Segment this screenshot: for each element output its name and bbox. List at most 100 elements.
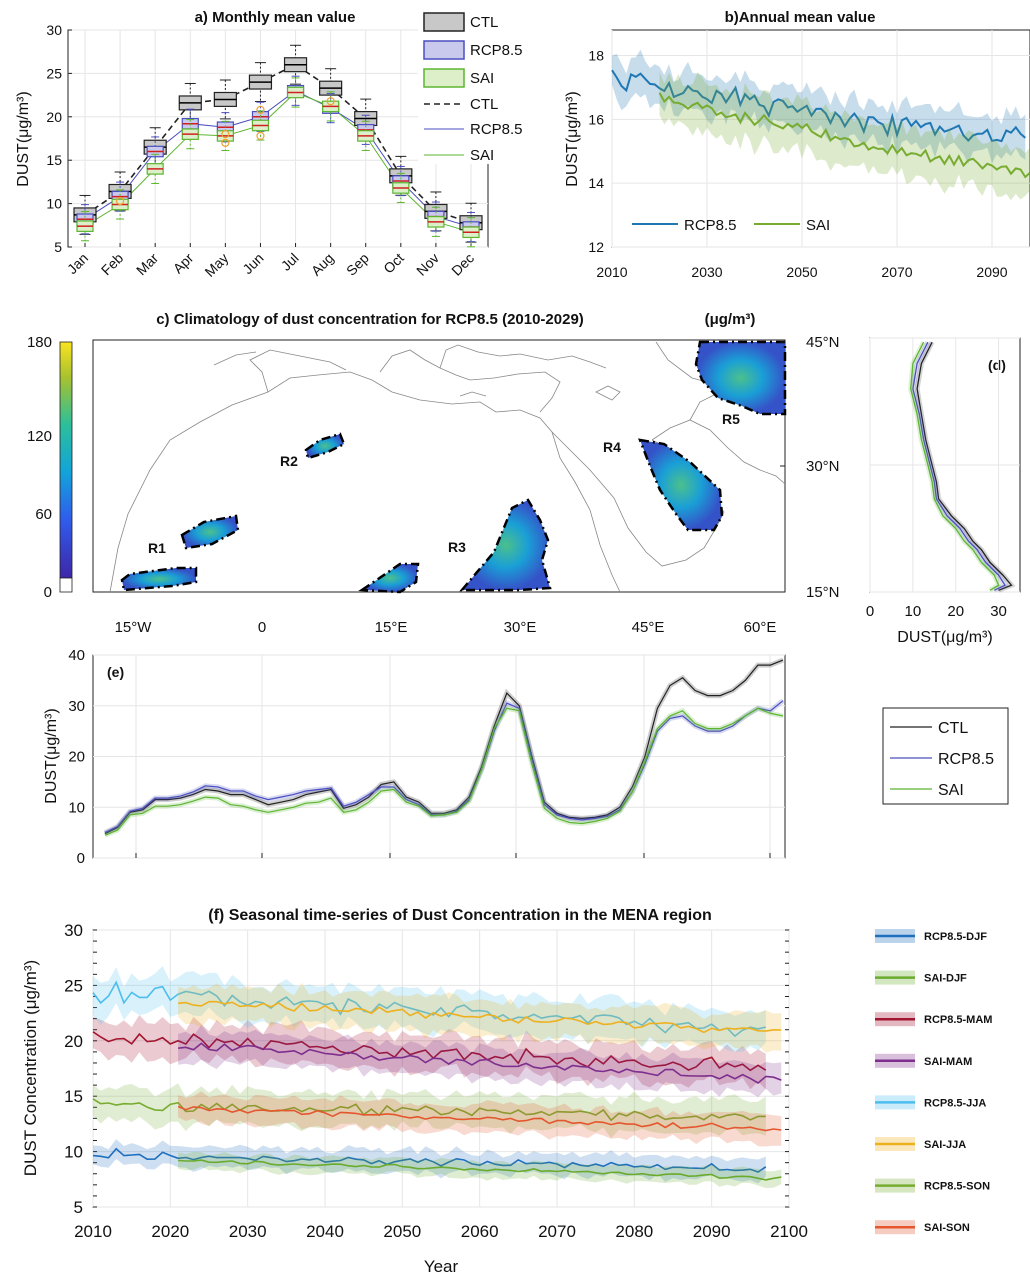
ytick-label: 10 xyxy=(46,196,62,212)
xtick-label: 0 xyxy=(866,603,874,620)
ytick-label: 18 xyxy=(588,48,604,64)
series-band-sai xyxy=(104,705,784,838)
series-band-sai xyxy=(659,72,1030,201)
region-label-r2: R2 xyxy=(280,453,298,469)
xtick-label: 2010 xyxy=(74,1222,112,1241)
series-line-rcp8.5-mam xyxy=(92,1031,767,1072)
series-line-rcp8.5-jja xyxy=(92,980,766,1038)
region-r1 xyxy=(120,566,198,592)
legend-label: SAI-JJA xyxy=(924,1139,966,1151)
legend-label: SAI-DJF xyxy=(924,973,967,985)
panel-e-ylabel: DUST(μg/m³) xyxy=(43,708,60,803)
xtick-label: 2030 xyxy=(691,264,722,280)
region-label-r4: R4 xyxy=(603,439,621,455)
xtick-label: 2100 xyxy=(770,1222,808,1241)
panel-a-title: a) Monthly mean value xyxy=(195,9,356,26)
series-line-sai-djf xyxy=(178,1159,782,1181)
legend-label: SAI-SON xyxy=(924,1222,970,1234)
panel-a-legend: CTL RCP8.5 SAI CTL RCP8.5 SAI xyxy=(418,6,540,164)
xtick-label: 2080 xyxy=(615,1222,653,1241)
legend-patch-rcp xyxy=(423,40,465,60)
panel-d-xlabel: DUST(μg/m³) xyxy=(897,629,992,646)
ytick-label: 30 xyxy=(64,921,83,940)
colorbar-tick-label: 60 xyxy=(35,506,52,523)
xtick-label: Apr xyxy=(170,250,197,277)
lat-tick-label: 30°N xyxy=(806,458,840,475)
xtick-label: Jun xyxy=(239,250,266,277)
panel-c-unit: (μg/m³) xyxy=(705,311,756,328)
legend-label: RCP8.5-DJF xyxy=(924,931,987,943)
region-label-r5: R5 xyxy=(722,411,740,427)
panel-c-map: c) Climatology of dust concentration for… xyxy=(27,311,840,636)
ytick-label: 15 xyxy=(46,152,62,168)
ytick-label: 12 xyxy=(588,239,604,255)
xtick-label: May xyxy=(201,250,231,280)
series-line-ctl xyxy=(84,63,472,224)
xtick-label: Oct xyxy=(380,250,407,277)
legend-label: RCP8.5 xyxy=(938,751,994,768)
legend-label: SAI xyxy=(470,147,494,164)
series-line-ctl xyxy=(104,659,784,835)
series-line-sai xyxy=(658,92,1030,179)
series-line-sai xyxy=(104,707,784,836)
ytick-label: 30 xyxy=(68,698,85,715)
outlier-point xyxy=(221,138,230,147)
ytick-label: 25 xyxy=(46,65,62,81)
xtick-label: 2020 xyxy=(151,1222,189,1241)
panel-e: (e) DUST(μg/m³) 0 10 20 30 40 CTL RCP8.5 SAI xyxy=(43,647,1009,867)
panel-d-label: (d) xyxy=(988,357,1006,373)
xtick-label: 2050 xyxy=(786,264,817,280)
legend-label: CTL xyxy=(470,14,498,31)
series-line-rcp8.5 xyxy=(912,341,1006,591)
legend-label: SAI-MAM xyxy=(924,1056,972,1068)
ytick-label: 10 xyxy=(68,799,85,816)
xtick-label: 2070 xyxy=(538,1222,576,1241)
outlier-point xyxy=(115,196,125,206)
ytick-label: 20 xyxy=(68,749,85,766)
lon-tick-label: 15°E xyxy=(375,619,408,636)
panel-f-xlabel: Year xyxy=(424,1257,459,1276)
lat-tick-label: 45°N xyxy=(806,334,840,351)
ytick-label: 14 xyxy=(588,175,604,191)
xtick-label: Nov xyxy=(413,250,442,279)
xtick-label: 2050 xyxy=(383,1222,421,1241)
ytick-label: 16 xyxy=(588,111,604,127)
ytick-label: 20 xyxy=(46,109,62,125)
series-line-rcp8.5 xyxy=(611,69,1026,143)
panel-a-ylabel: DUST(μg/m³) xyxy=(15,91,32,186)
colorbar xyxy=(59,341,73,579)
legend-patch-sai xyxy=(423,68,465,88)
lon-tick-label: 45°E xyxy=(632,619,665,636)
xtick-label: 2090 xyxy=(693,1222,731,1241)
series-band-rcp8.5 xyxy=(612,49,1026,164)
ytick-label: 5 xyxy=(54,239,62,255)
outlier-point xyxy=(256,105,265,114)
panel-c-title: c) Climatology of dust concentration for… xyxy=(156,311,584,328)
region-r5 xyxy=(694,340,787,416)
colorbar-low xyxy=(59,577,73,593)
outlier-point xyxy=(326,97,335,106)
series-band-rcp8.5-son xyxy=(93,1083,766,1139)
legend-label: CTL xyxy=(470,96,498,113)
ytick-label: 0 xyxy=(77,850,85,867)
colorbar-tick-label: 120 xyxy=(27,428,52,445)
series-line-sai xyxy=(84,91,472,233)
xtick-label: Feb xyxy=(98,250,127,279)
series-band-rcp8.5-jja xyxy=(93,966,766,1052)
panel-b-title: b)Annual mean value xyxy=(725,9,876,26)
xtick-label: 30 xyxy=(990,603,1007,620)
region-label-r1: R1 xyxy=(148,540,166,556)
region-r4 xyxy=(638,438,724,532)
xtick-label: Jan xyxy=(64,250,91,277)
xtick-label: 2040 xyxy=(306,1222,344,1241)
xtick-label: 10 xyxy=(905,603,922,620)
legend-label: RCP8.5-JJA xyxy=(924,1097,986,1109)
lat-tick-label: 15°N xyxy=(806,584,840,601)
region-r1 xyxy=(180,514,240,550)
legend-label: SAI xyxy=(938,782,964,799)
lon-tick-label: 30°E xyxy=(504,619,537,636)
series-line-rcp8.5 xyxy=(84,90,472,228)
panel-f-title: (f) Seasonal time-series of Dust Concent… xyxy=(208,907,711,924)
legend-label: RCP8.5-SON xyxy=(924,1181,990,1193)
panel-b: b)Annual mean value DUST(μg/m³) 12 14 16 18… xyxy=(564,9,1030,280)
